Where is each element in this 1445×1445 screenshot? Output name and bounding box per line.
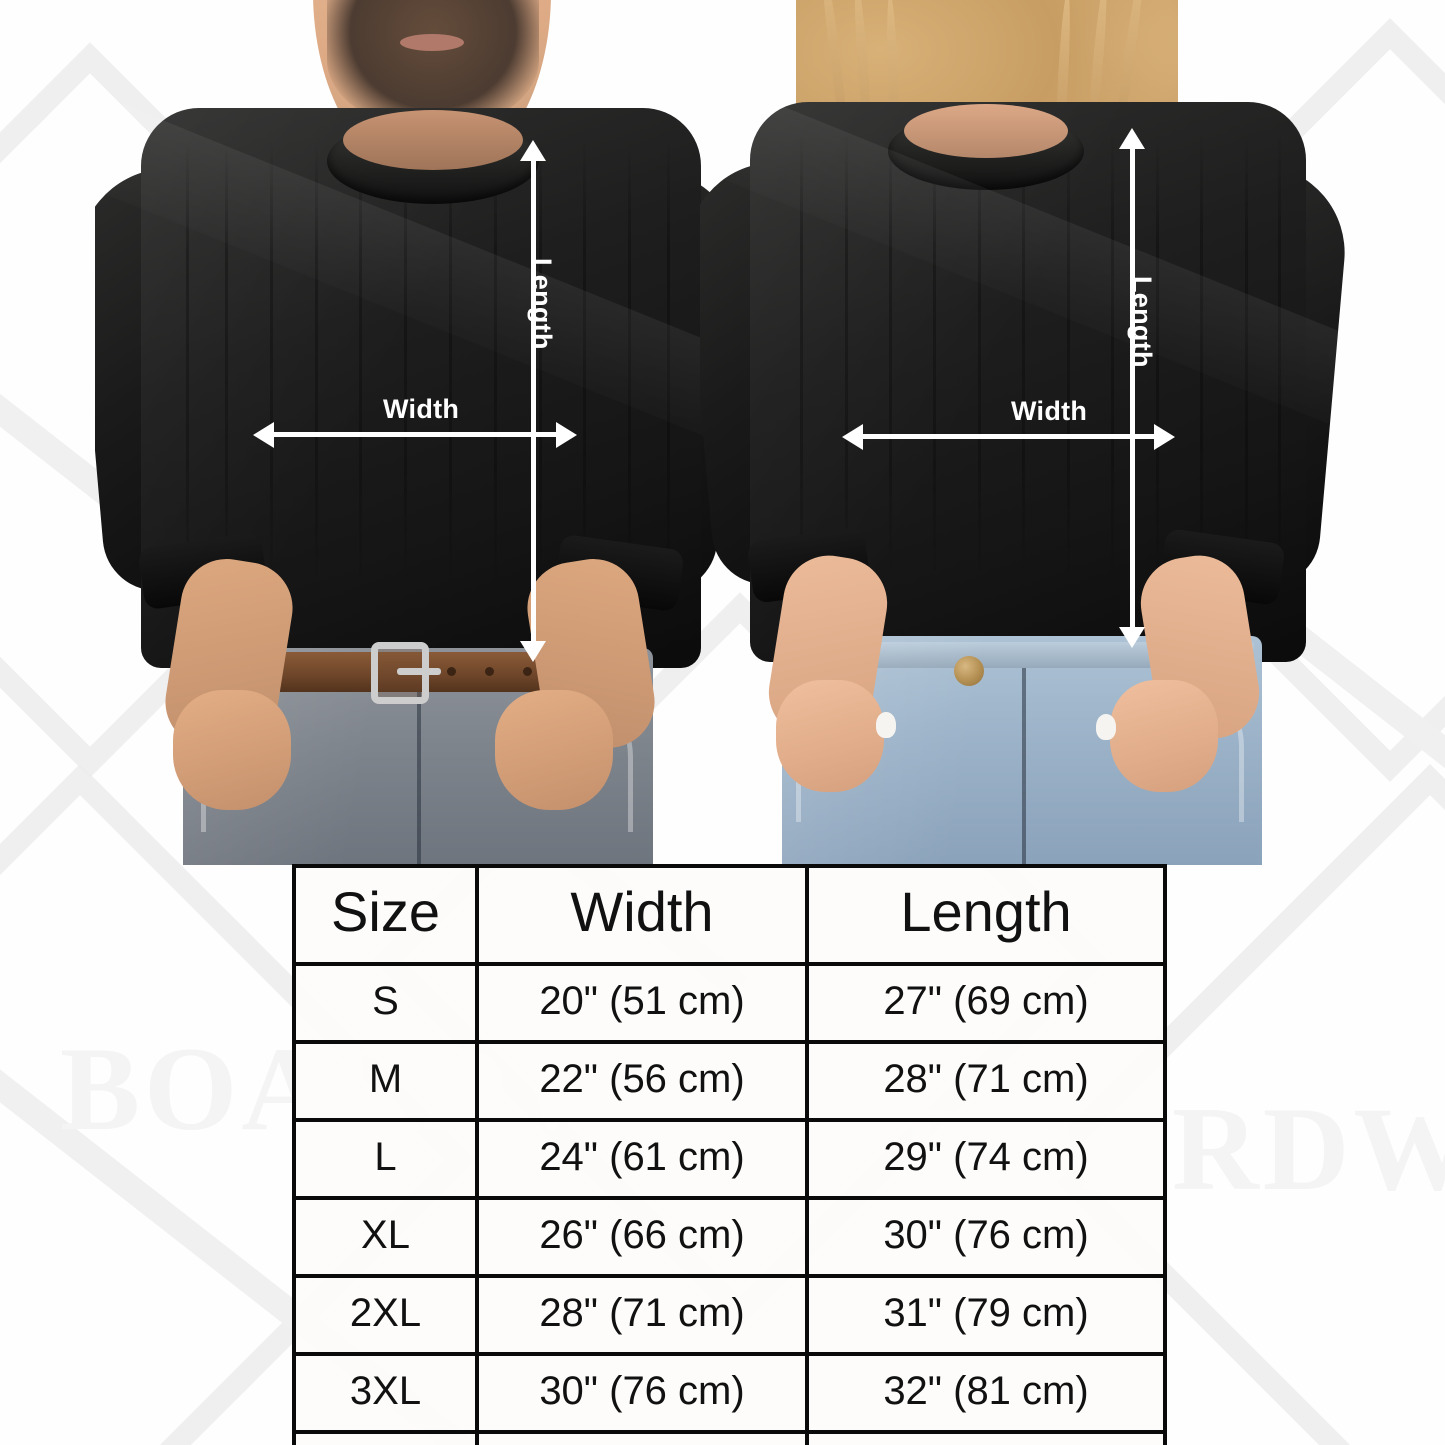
male-lips (400, 34, 464, 51)
fingernail (876, 712, 896, 738)
cell-length: 30" (76 cm) (805, 1196, 1167, 1278)
cell-length (805, 1430, 1167, 1445)
female-model (700, 0, 1350, 865)
cell-length: 27" (69 cm) (805, 962, 1167, 1044)
jeans-fly (1022, 668, 1026, 864)
table-row: S 20" (51 cm) 27" (69 cm) (292, 962, 1167, 1044)
cell-width (475, 1430, 809, 1445)
cell-size: 2XL (292, 1274, 479, 1356)
buckle-prong (397, 668, 441, 675)
table-header-row: Size Width Length (292, 864, 1167, 966)
cell-size: XL (292, 1196, 479, 1278)
cell-width: 22" (56 cm) (475, 1040, 809, 1122)
left-hand (776, 680, 884, 792)
table-row: L 24" (61 cm) 29" (74 cm) (292, 1118, 1167, 1200)
right-hand (1110, 680, 1218, 792)
table-row: XL 26" (66 cm) 30" (76 cm) (292, 1196, 1167, 1278)
cell-size: L (292, 1118, 479, 1200)
cell-size: M (292, 1040, 479, 1122)
belt-hole (523, 667, 532, 676)
column-header-length: Length (805, 864, 1167, 966)
collar-opening (343, 110, 523, 170)
cell-width: 26" (66 cm) (475, 1196, 809, 1278)
table-row: 2XL 28" (71 cm) 31" (79 cm) (292, 1274, 1167, 1356)
cell-width: 28" (71 cm) (475, 1274, 809, 1356)
cell-width: 24" (61 cm) (475, 1118, 809, 1200)
cell-length: 32" (81 cm) (805, 1352, 1167, 1434)
male-model (95, 0, 735, 865)
right-hand (495, 690, 613, 810)
jeans-button (954, 656, 984, 686)
left-hand (173, 690, 291, 810)
cell-size: 3XL (292, 1352, 479, 1434)
cell-length: 29" (74 cm) (805, 1118, 1167, 1200)
fingernail (1096, 714, 1116, 740)
size-chart-table-container: Size Width Length S 20" (51 cm) 27" (69 … (292, 864, 1167, 1445)
cell-length: 28" (71 cm) (805, 1040, 1167, 1122)
table-row: M 22" (56 cm) 28" (71 cm) (292, 1040, 1167, 1122)
belt-hole (447, 667, 456, 676)
cell-length: 31" (79 cm) (805, 1274, 1167, 1356)
column-header-size: Size (292, 864, 479, 966)
belt-hole (485, 667, 494, 676)
cell-width: 20" (51 cm) (475, 962, 809, 1044)
table-row-clipped (292, 1430, 1167, 1445)
cell-width: 30" (76 cm) (475, 1352, 809, 1434)
jeans-fly (417, 678, 421, 865)
size-chart-table: Size Width Length S 20" (51 cm) 27" (69 … (292, 864, 1167, 1445)
table-row: 3XL 30" (76 cm) 32" (81 cm) (292, 1352, 1167, 1434)
column-header-width: Width (475, 864, 809, 966)
cell-size: S (292, 962, 479, 1044)
collar-opening (904, 104, 1068, 158)
cell-size (292, 1430, 479, 1445)
